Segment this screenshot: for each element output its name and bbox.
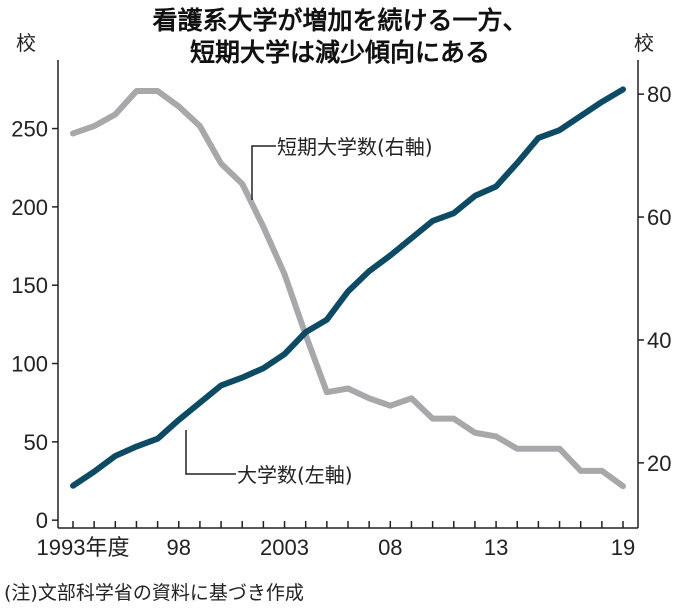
university-leader-line (185, 430, 236, 475)
source-note: (注)文部科学省の資料に基づき作成 (4, 582, 304, 604)
x-tick-label: 19 (611, 535, 635, 560)
series-label-junior-college: 短期大学数(右軸) (277, 135, 433, 159)
right-tick-label: 80 (647, 82, 671, 107)
junior-college-leader-line (251, 145, 276, 200)
left-tick-label: 50 (24, 430, 48, 455)
right-tick-label: 20 (647, 451, 671, 476)
left-tick-label: 100 (11, 352, 48, 377)
left-unit-label: 校 (16, 31, 36, 55)
x-tick-label: 98 (167, 535, 191, 560)
x-tick-label: 08 (378, 535, 402, 560)
left-tick-label: 200 (11, 195, 48, 220)
right-tick-label: 40 (647, 328, 671, 353)
right-unit-label: 校 (634, 31, 654, 55)
left-tick-label: 150 (11, 273, 48, 298)
left-tick-label: 250 (11, 117, 48, 142)
title-line-2: 短期大学は減少傾向にある (189, 38, 490, 67)
x-tick-label: 2003 (260, 535, 309, 560)
right-tick-label: 60 (647, 205, 671, 230)
title-line-1: 看護系大学が増加を続ける一方、 (152, 6, 528, 35)
x-tick-label: 13 (484, 535, 508, 560)
series-label-university: 大学数(左軸) (237, 463, 353, 487)
left-tick-label: 0 (36, 508, 48, 533)
x-tick-label: 1993年度 (37, 535, 130, 560)
